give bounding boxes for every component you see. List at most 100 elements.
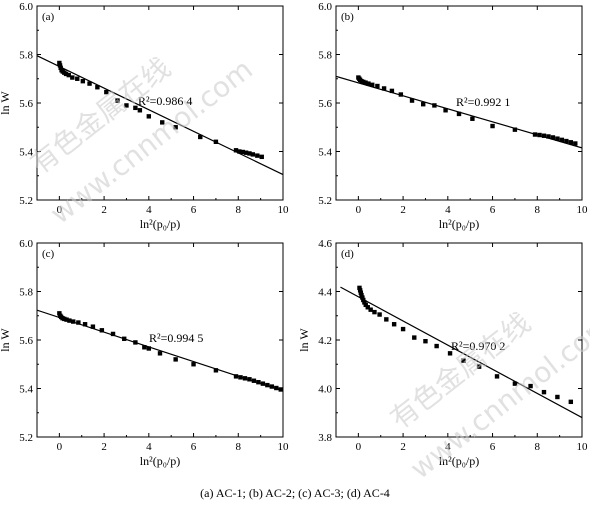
y-tick-label: 3.8	[318, 432, 332, 444]
data-point	[255, 153, 260, 158]
data-point	[142, 345, 147, 350]
data-point	[157, 351, 163, 356]
data-point	[58, 65, 63, 71]
data-point	[357, 288, 363, 293]
data-point	[476, 364, 482, 369]
data-point	[160, 120, 165, 125]
data-point	[75, 76, 80, 81]
data-point	[559, 137, 565, 143]
r-squared-annotation: R²=0.986 4	[138, 94, 192, 108]
data-point	[443, 108, 448, 113]
x-tick-label: 2	[101, 204, 107, 216]
data-point	[528, 383, 533, 389]
data-point	[412, 335, 417, 340]
data-point	[70, 75, 75, 80]
data-point	[494, 374, 500, 379]
y-tick-label: 5.8	[318, 50, 332, 62]
x-tick-label: 8	[236, 204, 242, 216]
data-point	[398, 92, 404, 97]
x-axis-label: ln²(p₀/p)	[140, 217, 180, 231]
data-point	[550, 135, 556, 140]
data-point	[238, 375, 243, 380]
data-point	[57, 311, 62, 316]
x-tick-label: 4	[146, 204, 152, 216]
data-point	[357, 285, 362, 291]
data-point	[80, 78, 86, 84]
x-tick-label: 10	[278, 204, 290, 216]
fit-line	[340, 286, 582, 419]
x-tick-label: 0	[57, 204, 63, 216]
data-point	[461, 358, 466, 363]
data-point	[537, 132, 542, 138]
data-point	[361, 297, 366, 303]
y-tick-label: 5.4	[318, 147, 332, 159]
data-point	[115, 98, 120, 103]
data-point	[564, 138, 569, 144]
data-point	[173, 357, 178, 362]
data-point	[400, 326, 406, 332]
chart-panels: 0 2 4 6 8 10 5.2 5.4 5.6 5.8 6.0 (a) R²=0.986 4 ln²(p…	[0, 1, 588, 468]
data-point	[146, 114, 152, 119]
data-point	[555, 136, 560, 141]
x-axis-label: ln²(p₀/p)	[439, 217, 479, 231]
data-point	[434, 343, 439, 349]
data-point	[198, 134, 203, 140]
y-tick-label: 6.0	[19, 1, 33, 13]
data-point	[362, 300, 367, 305]
data-point	[67, 318, 72, 323]
data-point	[122, 336, 127, 341]
panel-label: (c)	[42, 248, 55, 260]
data-point	[541, 389, 547, 395]
data-point	[532, 132, 538, 137]
data-point	[260, 381, 266, 386]
panel-label: (b)	[341, 11, 354, 23]
data-point	[66, 72, 71, 78]
data-point	[359, 292, 364, 298]
x-tick-label: 0	[356, 441, 362, 453]
x-tick-label: 4	[146, 441, 152, 453]
data-point	[99, 328, 105, 333]
y-axis-label: ln W	[0, 91, 12, 115]
data-point	[124, 103, 129, 108]
data-point	[432, 103, 437, 108]
data-point	[87, 81, 92, 86]
data-point	[568, 399, 574, 405]
x-tick-label: 10	[577, 441, 589, 453]
data-point	[213, 139, 219, 144]
x-tick-label: 8	[535, 204, 541, 216]
data-point	[366, 81, 371, 86]
y-tick-label: 5.6	[318, 98, 332, 110]
panel-label: (a)	[42, 11, 55, 23]
data-point	[490, 123, 495, 129]
data-point	[363, 80, 368, 85]
chart-panel-1: 0 2 4 6 8 10 5.2 5.4 5.6 5.8 6.0 (a) R²=0.986 4 ln²(p…	[0, 1, 289, 231]
data-point	[278, 387, 283, 392]
chart-panel-2: 0 2 4 6 8 10 5.2 5.4 5.6 5.8 6.0 (b) R²=0.992 1 ln²(p…	[318, 1, 588, 231]
data-point	[191, 362, 196, 367]
data-point	[104, 89, 109, 95]
x-tick-label: 2	[101, 441, 107, 453]
chart-panel-4: 0 2 4 6 8 10 3.8 4.0 4.2 4.4 4.6 (d) R²=0.970 2 ln²(p…	[297, 238, 588, 468]
y-tick-label: 5.2	[19, 432, 33, 444]
data-point	[512, 127, 518, 132]
figure-caption: (a) AC-1; (b) AC-2; (c) AC-3; (d) AC-4	[200, 486, 390, 500]
data-point	[62, 316, 67, 322]
data-point	[173, 125, 178, 130]
data-point	[375, 83, 380, 89]
data-point	[361, 79, 366, 85]
watermark: 有色金属在线 www.cnnmol.com 有色金属在线 www.cnnmol.…	[24, 51, 590, 485]
data-point	[71, 319, 76, 324]
fit-line	[37, 55, 283, 176]
x-tick-label: 8	[535, 441, 541, 453]
data-point	[247, 151, 252, 156]
x-tick-label: 6	[490, 441, 496, 453]
data-point	[95, 85, 100, 90]
y-tick-label: 5.4	[19, 147, 33, 159]
data-point	[233, 148, 239, 153]
data-point	[377, 312, 382, 317]
data-point	[360, 295, 365, 300]
x-tick-label: 4	[445, 204, 451, 216]
y-tick-label: 4.2	[318, 335, 332, 347]
y-tick-label: 6.0	[318, 1, 332, 13]
r-squared-annotation: R²=0.970 2	[451, 339, 505, 353]
